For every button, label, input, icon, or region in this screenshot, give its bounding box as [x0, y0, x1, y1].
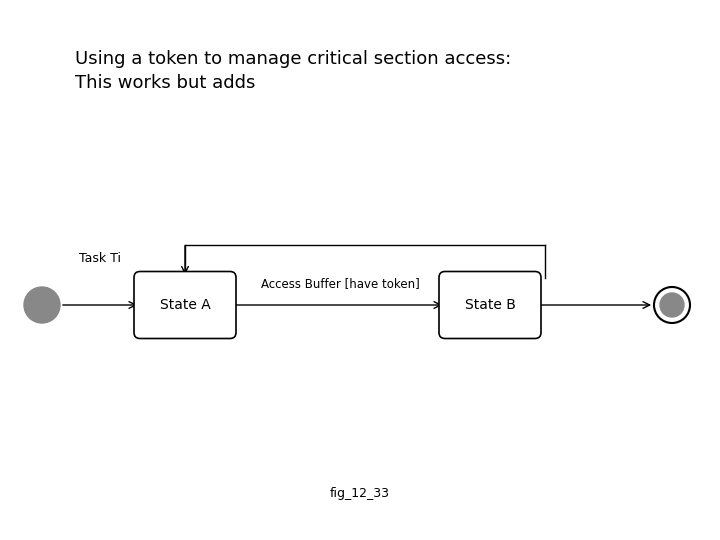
Text: Task Ti: Task Ti: [79, 252, 121, 265]
Text: fig_12_33: fig_12_33: [330, 487, 390, 500]
Text: Using a token to manage critical section access:
This works but adds: Using a token to manage critical section…: [75, 50, 511, 92]
FancyBboxPatch shape: [439, 272, 541, 339]
Text: Access Buffer [have token]: Access Buffer [have token]: [261, 277, 419, 290]
Circle shape: [24, 287, 60, 323]
Circle shape: [654, 287, 690, 323]
Text: State A: State A: [160, 298, 210, 312]
Circle shape: [660, 293, 684, 317]
Text: State B: State B: [464, 298, 516, 312]
FancyBboxPatch shape: [134, 272, 236, 339]
